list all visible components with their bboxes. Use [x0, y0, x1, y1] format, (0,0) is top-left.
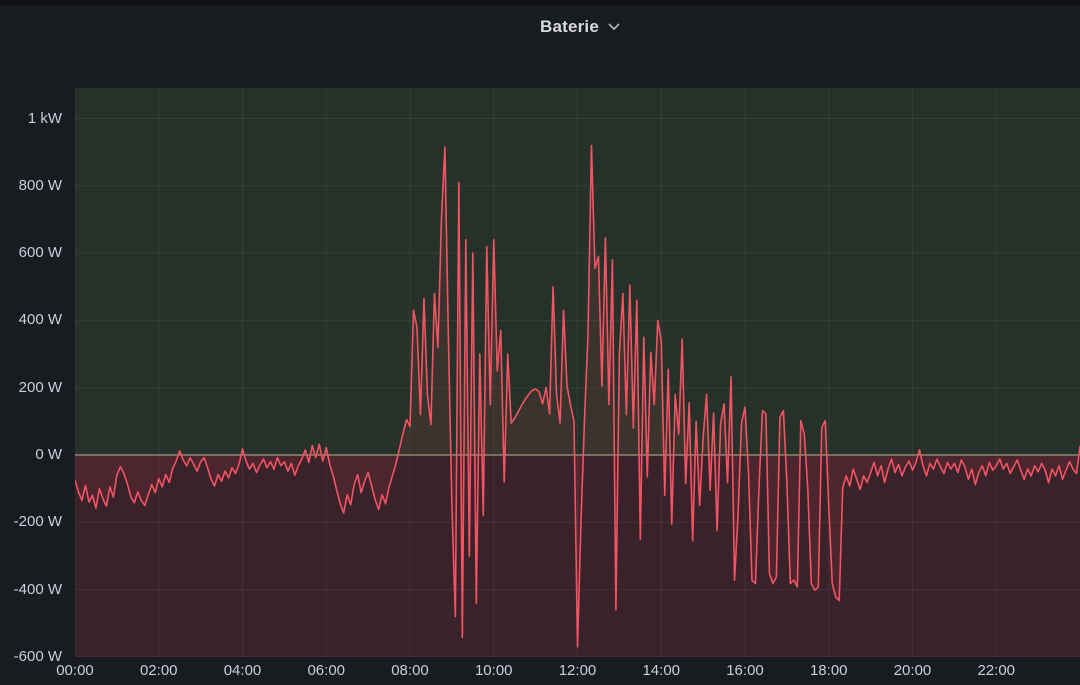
y-axis-label: -200 W	[13, 513, 62, 531]
y-axis-label: 0 W	[35, 446, 62, 463]
y-axis-label: 400 W	[18, 311, 62, 329]
time-series-chart[interactable]	[75, 88, 1080, 657]
x-axis-label: 16:00	[726, 662, 764, 679]
series-fill-baterie	[75, 145, 1080, 647]
series-line-baterie[interactable]	[75, 144, 1080, 648]
y-axis-label: 800 W	[18, 176, 62, 194]
x-axis-label: 04:00	[223, 662, 262, 679]
x-axis-label: 00:00	[56, 662, 94, 679]
y-axis-label: 200 W	[18, 378, 62, 396]
x-axis-label: 08:00	[391, 662, 429, 679]
chevron-down-icon[interactable]	[608, 23, 620, 31]
x-axis-label: 18:00	[809, 662, 848, 679]
panel-title-menu[interactable]: Baterie	[540, 17, 620, 37]
chart-canvas	[75, 88, 1080, 657]
x-axis-label: 10:00	[474, 662, 513, 679]
x-axis-label: 12:00	[558, 662, 597, 679]
x-axis-label: 06:00	[307, 662, 346, 679]
x-axis-label: 22:00	[977, 662, 1016, 679]
panel-title[interactable]: Baterie	[539, 17, 600, 36]
positive-threshold-region	[75, 88, 1080, 455]
y-axis-label: 600 W	[18, 244, 62, 262]
y-axis-label: -600 W	[13, 647, 62, 665]
panel-header: Baterie	[0, 6, 1080, 48]
y-axis: 1 kW 800 W 600 W 400 W 200 W 0 W -200 W -400 W -…	[0, 0, 64, 685]
x-axis-label: 14:00	[642, 662, 681, 679]
y-axis-label: 1 kW	[27, 109, 62, 127]
x-axis-label: 20:00	[893, 662, 932, 679]
x-axis: 00:00 02:00 04:00 06:00 08:00 10:00 12:00 14:00…	[0, 661, 1080, 685]
y-axis-label: -400 W	[13, 580, 62, 598]
top-edge-strip	[0, 0, 1080, 6]
x-axis-label: 02:00	[139, 662, 178, 679]
